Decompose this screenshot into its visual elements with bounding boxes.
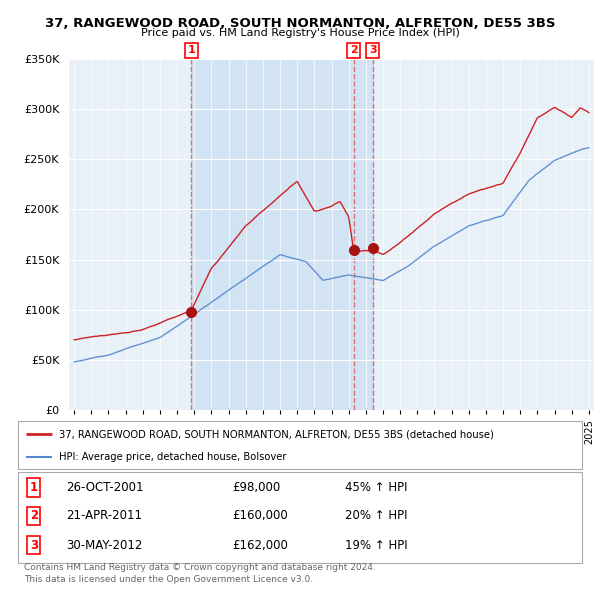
FancyBboxPatch shape	[18, 421, 582, 469]
Text: Contains HM Land Registry data © Crown copyright and database right 2024.: Contains HM Land Registry data © Crown c…	[24, 563, 376, 572]
FancyBboxPatch shape	[18, 472, 582, 563]
Text: £160,000: £160,000	[232, 509, 288, 522]
Bar	[191, 59, 373, 410]
Text: 45% ↑ HPI: 45% ↑ HPI	[345, 481, 407, 494]
Text: 37, RANGEWOOD ROAD, SOUTH NORMANTON, ALFRETON, DE55 3BS (detached house): 37, RANGEWOOD ROAD, SOUTH NORMANTON, ALF…	[59, 429, 493, 439]
Text: 3: 3	[369, 45, 377, 55]
Text: 37, RANGEWOOD ROAD, SOUTH NORMANTON, ALFRETON, DE55 3BS: 37, RANGEWOOD ROAD, SOUTH NORMANTON, ALF…	[45, 17, 555, 30]
Text: Price paid vs. HM Land Registry's House Price Index (HPI): Price paid vs. HM Land Registry's House …	[140, 28, 460, 38]
Text: 3: 3	[30, 539, 38, 552]
Text: 1: 1	[187, 45, 195, 55]
Text: £98,000: £98,000	[232, 481, 281, 494]
Text: 2: 2	[30, 509, 38, 522]
Text: 19% ↑ HPI: 19% ↑ HPI	[345, 539, 408, 552]
Text: 2: 2	[350, 45, 358, 55]
Text: HPI: Average price, detached house, Bolsover: HPI: Average price, detached house, Bols…	[59, 452, 286, 462]
Text: 30-MAY-2012: 30-MAY-2012	[66, 539, 142, 552]
Text: 26-OCT-2001: 26-OCT-2001	[66, 481, 143, 494]
Text: £162,000: £162,000	[232, 539, 288, 552]
Text: 21-APR-2011: 21-APR-2011	[66, 509, 142, 522]
Text: 1: 1	[30, 481, 38, 494]
Text: 20% ↑ HPI: 20% ↑ HPI	[345, 509, 407, 522]
Text: This data is licensed under the Open Government Licence v3.0.: This data is licensed under the Open Gov…	[24, 575, 313, 584]
